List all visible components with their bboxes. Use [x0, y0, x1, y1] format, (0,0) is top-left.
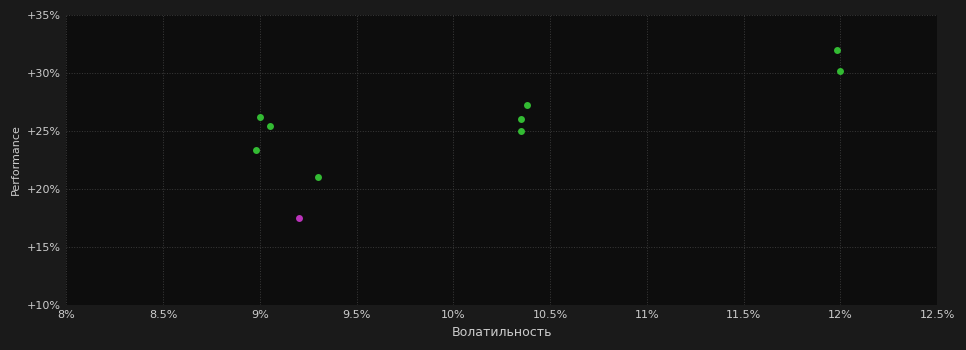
Point: [252, 114, 268, 120]
Point: [310, 175, 326, 180]
Point: [829, 47, 844, 52]
Point: [833, 68, 848, 74]
Point: [248, 147, 264, 152]
X-axis label: Волатильность: Волатильность: [451, 326, 552, 339]
Point: [513, 128, 528, 134]
Point: [291, 215, 306, 221]
Point: [519, 103, 534, 108]
Point: [262, 124, 277, 129]
Y-axis label: Performance: Performance: [12, 125, 21, 195]
Point: [513, 117, 528, 122]
